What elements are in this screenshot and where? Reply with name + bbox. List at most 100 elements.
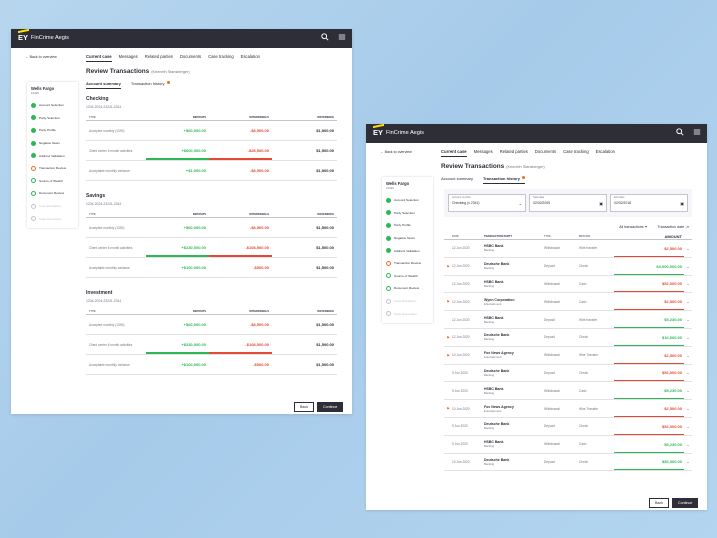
sidebar-step[interactable]: Party Profile [386, 219, 430, 232]
tab-messages[interactable]: Messages [473, 149, 493, 154]
flag-icon[interactable]: ⚑ [446, 263, 450, 269]
sidebar-step[interactable]: Document Review [31, 187, 75, 200]
sidebar-step[interactable]: Case Escalation [31, 200, 75, 213]
sidebar-step[interactable]: Case Escalation [386, 295, 430, 308]
tab-related-parties[interactable]: Related parties [144, 54, 173, 59]
sidebar-step[interactable]: Case Resolution [386, 307, 430, 320]
account-number-select[interactable]: Account number Checking (x 2341) ⌄ [448, 194, 526, 212]
transaction-row[interactable]: 9 Jun 2020 HSBC Bank Banking Withdrawal Cash… [444, 382, 692, 401]
tab-documents[interactable]: Documents [534, 149, 557, 154]
search-icon[interactable] [319, 33, 330, 44]
transaction-row[interactable]: 12 Jun 2020 HSBC Bank Banking Deposit Wire t… [444, 311, 692, 329]
party-name: Fox News Agency [484, 404, 514, 409]
sidebar-step[interactable]: Party Selection [386, 207, 430, 220]
chevron-down-icon[interactable]: ⌄ [686, 370, 690, 376]
flag-icon[interactable]: ⚑ [446, 299, 450, 305]
app-logo[interactable]: EY FinCrime Aegis [18, 33, 69, 42]
sidebar-step[interactable]: Source of Wealth [386, 270, 430, 283]
chevron-down-icon[interactable]: ⌄ [686, 281, 690, 287]
chevron-down-icon[interactable]: ⌄ [686, 245, 690, 251]
search-icon[interactable] [674, 128, 685, 139]
tab-account-summary[interactable]: Account summary [86, 81, 121, 89]
continue-button[interactable]: Continue [672, 498, 699, 508]
back-button[interactable]: Back [294, 402, 314, 412]
sidebar-step[interactable]: Negative News [31, 137, 75, 150]
sidebar-step[interactable]: Transaction Review [386, 257, 430, 270]
continue-button[interactable]: Continue [317, 402, 344, 412]
app-logo[interactable]: EY FinCrime Aegis [373, 128, 424, 137]
tab-current-case[interactable]: Current case [441, 149, 467, 157]
transaction-row[interactable]: ⚑ 10 Jun 2020 Fox News Agency Entertainment… [444, 347, 692, 365]
back-to-overview-link[interactable]: ← Back to overview [25, 55, 57, 59]
sidebar-step[interactable]: Account Selection [386, 194, 430, 207]
sidebar-step[interactable]: Source of Wealth [31, 175, 75, 188]
flag-icon[interactable]: ⚑ [446, 334, 450, 340]
column-header: DEPOSITS [192, 115, 206, 119]
all-transactions-filter[interactable]: All transactions ⏷ [619, 225, 648, 229]
transaction-row[interactable]: 10 Jun 2020 Deutsche Bank Banking Deposit Ch… [444, 454, 692, 472]
transaction-row[interactable]: ⚑ 12 Jun 2020 Deutsche Bank Banking Deposit C… [444, 329, 692, 347]
transaction-amount: $5,230.00 [614, 382, 684, 399]
transaction-row[interactable]: 9 Jun 2020 Deutsche Bank Banking Deposit Che… [444, 418, 692, 436]
chevron-down-icon[interactable]: ⌄ [686, 317, 690, 323]
tab-account-summary[interactable]: Account summary [441, 176, 474, 181]
calendar-icon[interactable]: ▣ [680, 201, 684, 206]
transaction-row[interactable]: ⚑ 10 Jun 2020 Fox News Agency Entertainment… [444, 400, 692, 418]
chevron-down-icon[interactable]: ⌄ [686, 441, 690, 447]
tab-case-tracking[interactable]: Case tracking [208, 54, 234, 59]
calendar-icon[interactable]: ▣ [599, 201, 603, 206]
tab-related-parties[interactable]: Related parties [499, 149, 528, 154]
sidebar-step[interactable]: Party Selection [31, 112, 75, 125]
sidebar-step[interactable]: Address Validation [386, 244, 430, 257]
sidebar-step[interactable]: Transaction Review [31, 162, 75, 175]
tab-case-tracking[interactable]: Case tracking [563, 149, 589, 154]
chevron-down-icon[interactable]: ⌄ [686, 459, 690, 465]
summary-table: TYPE DEPOSITS WITHDRAWALS DIFFERENCE Accepte… [86, 308, 337, 375]
sidebar-step[interactable]: Case Resolution [31, 212, 75, 225]
sidebar-step[interactable]: Negative News [386, 232, 430, 245]
back-to-overview-link[interactable]: ← Back to overview [380, 150, 412, 154]
transaction-party: HSBC Bank Banking [484, 280, 544, 288]
tab-transaction-history[interactable]: Transaction history [483, 176, 525, 184]
transaction-row[interactable]: ⚑ 12 Jun 2020 Deutsche Bank Banking Deposit C… [444, 258, 692, 276]
back-button[interactable]: Back [649, 498, 669, 508]
transaction-row[interactable]: 9 Jun 2020 HSBC Bank Banking Withdrawal Cash… [444, 436, 692, 454]
tab-documents[interactable]: Documents [179, 54, 202, 59]
account-number: 1234-2024-23241-2341 [86, 202, 122, 206]
sort-control[interactable]: Transaction date ↓≡ [657, 225, 689, 229]
transaction-method: Wire Transfer [579, 406, 599, 411]
transaction-row[interactable]: 9 Jun 2020 Deutsche Bank Banking Deposit Che… [444, 365, 692, 383]
app-name: FinCrime Aegis [31, 34, 69, 41]
chevron-down-icon[interactable]: ⌄ [686, 423, 690, 429]
flag-icon[interactable]: ⚑ [446, 406, 450, 412]
transaction-row[interactable]: 12 Jun 2020 HSBC Bank Banking Withdrawal Cas… [444, 276, 692, 294]
sidebar-step[interactable]: Address Validation [31, 149, 75, 162]
transaction-row[interactable]: 12 Jun 2020 HSBC Bank Banking Withdrawal Wir… [444, 240, 692, 258]
tab-escalation[interactable]: Escalation [595, 149, 615, 154]
end-date-field[interactable]: End date 02/02/2018 ▣ [610, 194, 688, 212]
chevron-down-icon[interactable]: ⌄ [686, 388, 690, 394]
difference-value: $1,500.00 [316, 148, 334, 153]
chevron-down-icon[interactable]: ⌄ [686, 334, 690, 340]
table-row: Acceptable monthly variance +$1,000.00 -$8… [86, 161, 337, 181]
flag-icon[interactable]: ⚑ [446, 352, 450, 358]
menu-icon[interactable] [336, 33, 347, 44]
row-type: Acceptable monthly variance [89, 362, 130, 367]
chevron-down-icon[interactable]: ⌄ [686, 263, 690, 269]
transaction-method: Wire transfer [579, 317, 598, 322]
chevron-down-icon[interactable]: ⌄ [686, 406, 690, 412]
tab-messages[interactable]: Messages [118, 54, 138, 59]
deposits-value: +$100,000.00 [181, 265, 206, 270]
start-date-field[interactable]: Start date 02/02/2005 ▣ [529, 194, 607, 212]
sidebar-step[interactable]: Document Review [386, 282, 430, 295]
party-name: HSBC Bank [484, 279, 504, 284]
tab-transaction-history[interactable]: Transaction history [131, 81, 170, 89]
tab-escalation[interactable]: Escalation [240, 54, 260, 59]
transaction-row[interactable]: ⚑ 12 Jun 2020 Wynn Corporation Entertainmen… [444, 293, 692, 312]
tab-current-case[interactable]: Current case [86, 54, 112, 62]
chevron-down-icon[interactable]: ⌄ [686, 352, 690, 358]
menu-icon[interactable] [691, 128, 702, 139]
chevron-down-icon[interactable]: ⌄ [686, 299, 690, 305]
sidebar-step[interactable]: Party Profile [31, 124, 75, 137]
sidebar-step[interactable]: Account Selection [31, 99, 75, 112]
